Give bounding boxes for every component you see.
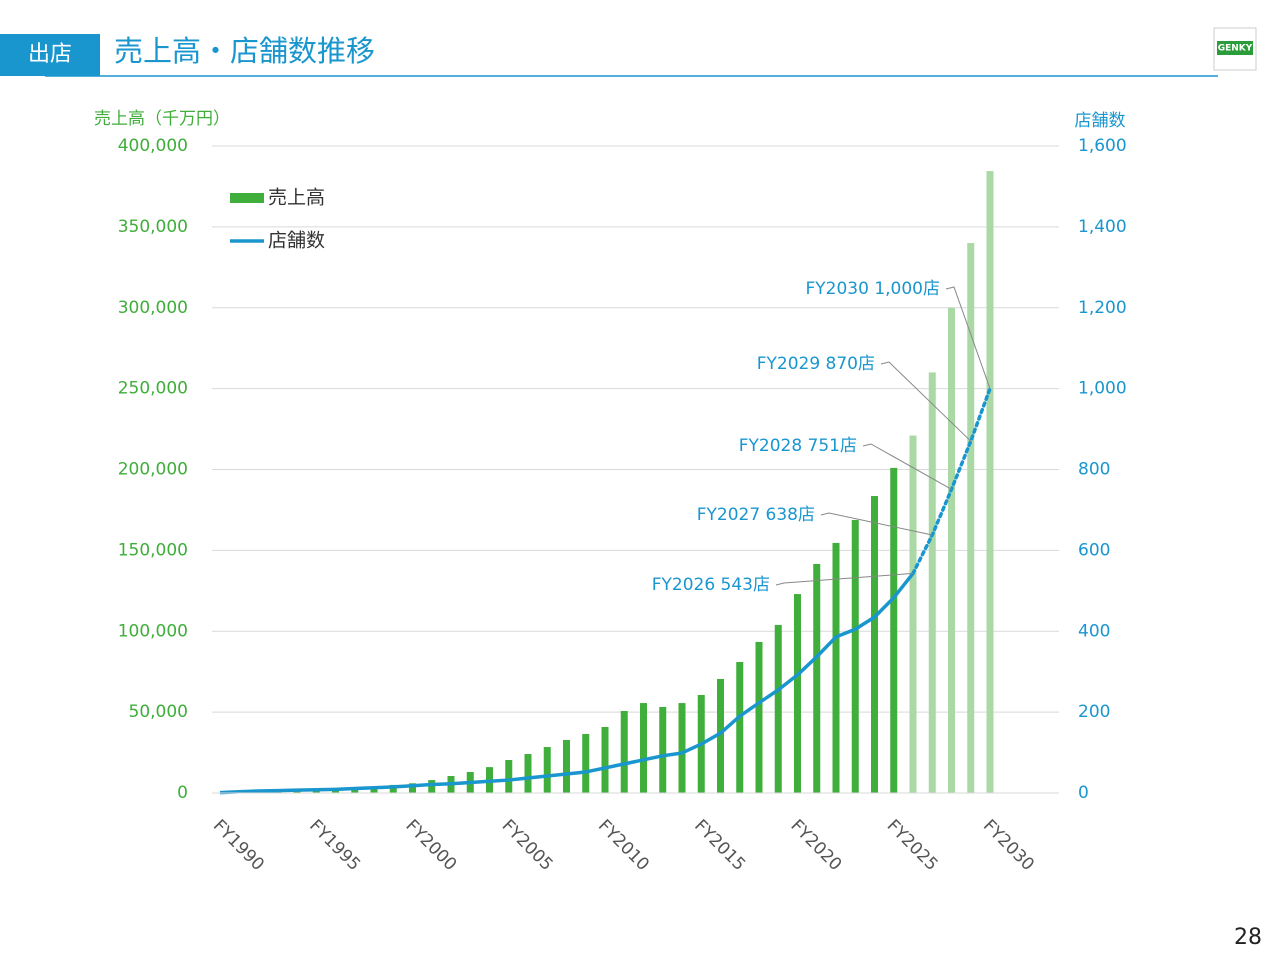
y-tick-label: 50,000 [129, 702, 188, 722]
bar [601, 727, 609, 793]
bar [563, 739, 570, 793]
bar [678, 703, 686, 793]
bar [370, 786, 378, 793]
bar [717, 678, 724, 793]
bar [620, 710, 628, 793]
bar [774, 624, 782, 793]
y2-tick-label: 800 [1078, 460, 1110, 480]
legend-swatch [230, 193, 264, 203]
bar [928, 372, 936, 793]
y-tick-label: 150,000 [118, 540, 188, 560]
bar [832, 542, 840, 793]
tab-label: 出店 [28, 42, 72, 67]
y-axis-label: 売上高（千万円） [94, 109, 230, 129]
data-label: FY2027 638店 [697, 505, 815, 525]
bar [409, 783, 416, 793]
bar [871, 496, 878, 793]
page-number: 28 [1234, 925, 1262, 950]
x-tick-label: FY2025 [883, 816, 942, 875]
leader-line [820, 512, 933, 536]
logo: GENKY [1218, 44, 1253, 54]
bar [389, 784, 397, 793]
x-tick-label: FY1995 [305, 816, 364, 875]
x-tick-label: FY2005 [498, 816, 557, 875]
x-tick-label: FY2000 [401, 816, 460, 875]
x-tick-label: FY2015 [690, 816, 749, 875]
legend-label: 売上高 [268, 187, 325, 209]
bar [428, 780, 436, 793]
bar [851, 519, 859, 793]
logo-band [1217, 41, 1253, 55]
y-tick-label: 200,000 [118, 460, 188, 480]
y-tick-label: 350,000 [118, 217, 188, 237]
y2-tick-label: 200 [1078, 702, 1110, 722]
y-tick-label: 300,000 [118, 298, 188, 318]
data-label: FY2030 1,000店 [806, 279, 941, 299]
data-label: FY2029 870店 [757, 354, 875, 374]
leader-line [945, 286, 991, 389]
x-tick-label: FY2030 [979, 816, 1038, 875]
bar [582, 733, 590, 793]
x-tick-label: FY1990 [209, 816, 268, 875]
y2-axis-label: 店舗数 [1075, 111, 1126, 131]
data-label: FY2028 751店 [739, 436, 857, 456]
legend-label: 店舗数 [268, 230, 325, 252]
bar [948, 307, 955, 793]
bar [524, 754, 532, 793]
bar [505, 760, 513, 793]
bar [351, 788, 359, 793]
bar [794, 594, 801, 793]
bar [736, 661, 744, 793]
bar [909, 435, 917, 793]
bar [986, 171, 994, 794]
leader-line [775, 572, 914, 586]
x-tick-label: FY2020 [786, 816, 845, 875]
y2-tick-label: 600 [1078, 540, 1110, 560]
line-solid [219, 572, 915, 795]
data-label: FY2026 543店 [652, 575, 770, 595]
bar [640, 703, 647, 793]
y-tick-label: 400,000 [118, 136, 188, 156]
y2-tick-label: 1,600 [1078, 136, 1127, 156]
bar [543, 747, 551, 793]
y2-tick-label: 400 [1078, 621, 1110, 641]
bar [967, 243, 975, 794]
y2-tick-label: 0 [1078, 783, 1089, 803]
y-tick-label: 0 [177, 783, 188, 803]
slide-title: 売上高・店舗数推移 [114, 34, 375, 68]
x-tick-label: FY2010 [594, 816, 653, 875]
y2-tick-label: 1,200 [1078, 298, 1127, 318]
tab-box [0, 34, 100, 76]
bar [890, 467, 898, 793]
leader-line [862, 443, 952, 490]
y-tick-label: 100,000 [118, 621, 188, 641]
y2-tick-label: 1,400 [1078, 217, 1127, 237]
bar [755, 641, 763, 793]
y-tick-label: 250,000 [118, 379, 188, 399]
y2-tick-label: 1,000 [1078, 379, 1127, 399]
leader-line [880, 361, 972, 442]
bar [813, 563, 821, 793]
bar [659, 706, 667, 793]
